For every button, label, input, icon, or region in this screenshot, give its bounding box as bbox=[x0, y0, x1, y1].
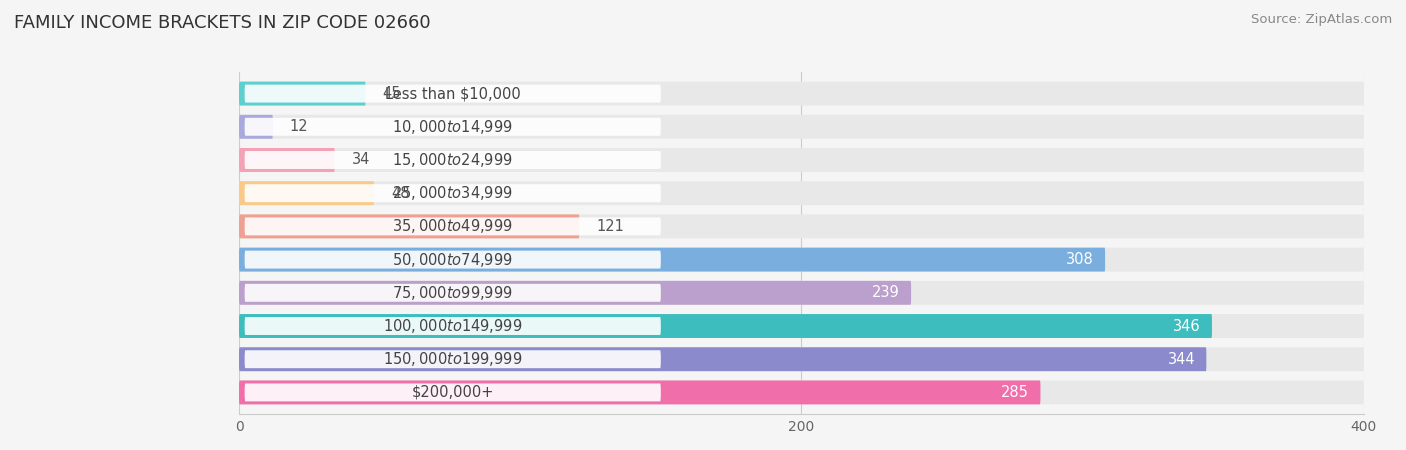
FancyBboxPatch shape bbox=[239, 181, 374, 205]
Text: 45: 45 bbox=[382, 86, 401, 101]
Text: 12: 12 bbox=[290, 119, 308, 134]
FancyBboxPatch shape bbox=[239, 314, 1212, 338]
Text: Less than $10,000: Less than $10,000 bbox=[385, 86, 520, 101]
FancyBboxPatch shape bbox=[245, 151, 661, 169]
FancyBboxPatch shape bbox=[239, 380, 1040, 405]
FancyBboxPatch shape bbox=[245, 317, 661, 335]
FancyBboxPatch shape bbox=[239, 347, 1364, 371]
Text: 121: 121 bbox=[596, 219, 624, 234]
Text: 239: 239 bbox=[872, 285, 900, 300]
FancyBboxPatch shape bbox=[239, 215, 579, 238]
FancyBboxPatch shape bbox=[239, 281, 1364, 305]
Text: $50,000 to $74,999: $50,000 to $74,999 bbox=[392, 251, 513, 269]
Text: 34: 34 bbox=[352, 153, 370, 167]
Text: 48: 48 bbox=[391, 186, 409, 201]
FancyBboxPatch shape bbox=[239, 115, 273, 139]
Text: $100,000 to $149,999: $100,000 to $149,999 bbox=[382, 317, 523, 335]
FancyBboxPatch shape bbox=[245, 251, 661, 269]
FancyBboxPatch shape bbox=[245, 350, 661, 368]
FancyBboxPatch shape bbox=[239, 148, 335, 172]
FancyBboxPatch shape bbox=[239, 380, 1364, 405]
FancyBboxPatch shape bbox=[239, 248, 1364, 271]
Text: $15,000 to $24,999: $15,000 to $24,999 bbox=[392, 151, 513, 169]
Text: $200,000+: $200,000+ bbox=[412, 385, 494, 400]
FancyBboxPatch shape bbox=[245, 118, 661, 136]
Text: $75,000 to $99,999: $75,000 to $99,999 bbox=[392, 284, 513, 302]
FancyBboxPatch shape bbox=[239, 115, 1364, 139]
Text: 308: 308 bbox=[1066, 252, 1094, 267]
FancyBboxPatch shape bbox=[239, 281, 911, 305]
FancyBboxPatch shape bbox=[245, 184, 661, 202]
Text: Source: ZipAtlas.com: Source: ZipAtlas.com bbox=[1251, 14, 1392, 27]
FancyBboxPatch shape bbox=[239, 81, 366, 106]
FancyBboxPatch shape bbox=[239, 215, 1364, 238]
Text: 346: 346 bbox=[1173, 319, 1201, 333]
Text: 344: 344 bbox=[1167, 352, 1195, 367]
Text: $35,000 to $49,999: $35,000 to $49,999 bbox=[392, 217, 513, 235]
FancyBboxPatch shape bbox=[239, 81, 1364, 106]
FancyBboxPatch shape bbox=[239, 181, 1364, 205]
FancyBboxPatch shape bbox=[239, 148, 1364, 172]
FancyBboxPatch shape bbox=[245, 217, 661, 235]
FancyBboxPatch shape bbox=[239, 314, 1364, 338]
Text: 285: 285 bbox=[1001, 385, 1029, 400]
FancyBboxPatch shape bbox=[245, 284, 661, 302]
FancyBboxPatch shape bbox=[239, 347, 1206, 371]
FancyBboxPatch shape bbox=[245, 85, 661, 103]
Text: $10,000 to $14,999: $10,000 to $14,999 bbox=[392, 118, 513, 136]
Text: FAMILY INCOME BRACKETS IN ZIP CODE 02660: FAMILY INCOME BRACKETS IN ZIP CODE 02660 bbox=[14, 14, 430, 32]
FancyBboxPatch shape bbox=[239, 248, 1105, 271]
Text: $150,000 to $199,999: $150,000 to $199,999 bbox=[382, 350, 523, 368]
Text: $25,000 to $34,999: $25,000 to $34,999 bbox=[392, 184, 513, 202]
FancyBboxPatch shape bbox=[245, 383, 661, 401]
